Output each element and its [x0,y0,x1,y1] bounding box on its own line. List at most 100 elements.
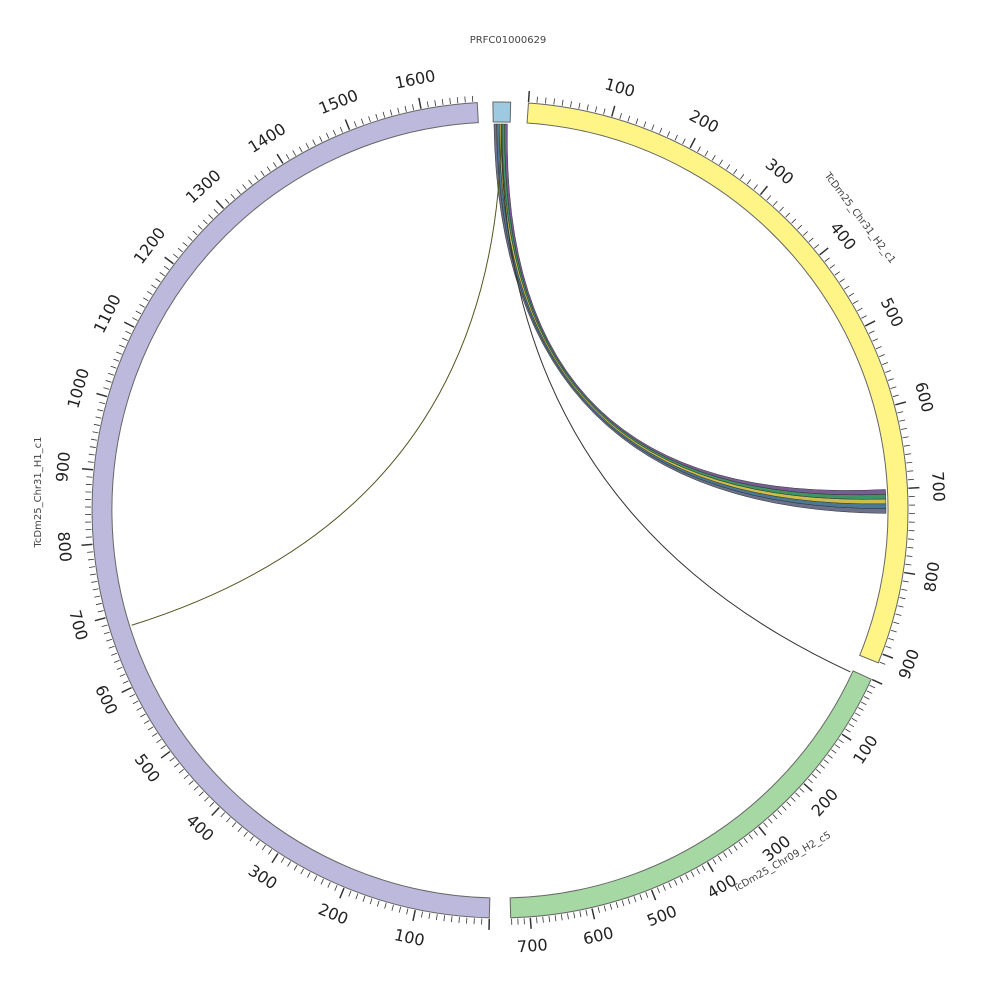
major-tick [819,247,829,256]
minor-tick [905,453,912,455]
minor-tick [879,354,885,358]
minor-tick [220,812,226,818]
minor-tick [280,857,285,863]
minor-tick [421,911,423,918]
minor-tick [879,661,886,665]
minor-tick [723,852,728,858]
minor-tick [192,230,198,236]
minor-tick [824,257,830,262]
minor-tick [132,700,139,705]
segment-name-chr31_h2: TcDm25_Chr31_H2_c1 [821,170,897,266]
major-tick [759,185,769,196]
minor-tick [553,98,555,105]
segment-arc-chr09_h2 [509,670,872,919]
minor-tick [885,645,892,649]
minor-tick [99,401,106,405]
minor-tick [406,908,409,915]
minor-tick [327,881,331,888]
major-tick [882,653,894,659]
minor-tick [348,890,352,897]
minor-tick [87,551,94,553]
minor-tick [544,97,547,104]
minor-tick [690,871,695,878]
minor-tick [815,769,822,774]
minor-tick [255,840,260,846]
major-tick [418,97,422,109]
minor-tick [639,894,643,901]
minor-tick [174,763,180,768]
minor-tick [110,365,117,369]
minor-tick [570,101,572,108]
minor-tick [802,231,808,236]
minor-tick [651,124,655,131]
minor-tick [819,764,826,769]
minor-tick [868,330,875,334]
minor-tick [808,237,814,243]
minor-tick [125,330,132,335]
minor-tick [717,855,722,862]
minor-tick [893,621,900,625]
minor-tick [907,470,914,472]
minor-tick [753,830,758,836]
major-tick [81,543,93,547]
minor-tick [901,588,908,591]
minor-tick [844,285,850,290]
minor-tick [163,265,170,271]
minor-tick [633,896,637,903]
minor-tick [268,849,273,855]
minor-tick [561,99,564,106]
minor-tick [905,563,912,566]
tick-label: 600 [581,923,615,948]
minor-tick [204,796,209,802]
minor-tick [135,310,142,315]
minor-tick [869,684,876,689]
minor-tick [609,903,613,910]
minor-tick [177,247,183,253]
major-tick [164,256,174,265]
minor-tick [307,872,311,878]
major-tick [276,153,284,164]
minor-tick [119,344,125,348]
tick-label: 800 [54,531,75,563]
tick-label: 300 [762,154,798,188]
minor-tick [237,826,243,833]
minor-tick [90,573,97,576]
minor-tick [188,780,194,785]
minor-tick [548,916,551,923]
minor-tick [888,637,895,641]
minor-tick [814,244,820,249]
minor-tick [187,236,193,241]
minor-tick [105,380,112,383]
minor-tick [87,461,94,463]
minor-tick [156,739,162,744]
minor-tick [753,184,758,190]
minor-tick [368,116,371,123]
major-tick [211,806,220,816]
minor-tick [213,209,219,214]
tick-label: 1500 [316,86,361,119]
minor-tick [885,370,891,373]
major-tick [689,137,696,149]
minor-tick [738,841,743,848]
minor-tick [292,150,297,156]
minor-tick [860,701,867,706]
link-ribbon [504,123,886,496]
minor-tick [198,791,204,797]
minor-tick [851,718,858,722]
minor-tick [111,652,118,656]
minor-tick [159,272,165,277]
minor-tick [404,105,407,112]
tick-label: 100 [849,732,882,768]
minor-tick [603,905,607,912]
minor-tick [208,214,214,220]
tick-label: 1000 [63,366,93,410]
minor-tick [434,100,437,107]
minor-tick [906,555,913,557]
minor-tick [854,712,861,717]
minor-tick [92,588,99,591]
minor-tick [243,831,248,837]
tick-label: 100 [393,925,427,950]
minor-tick [645,892,649,898]
segment-name-prfc: PRFC01000629 [470,35,547,46]
minor-tick [848,723,855,728]
